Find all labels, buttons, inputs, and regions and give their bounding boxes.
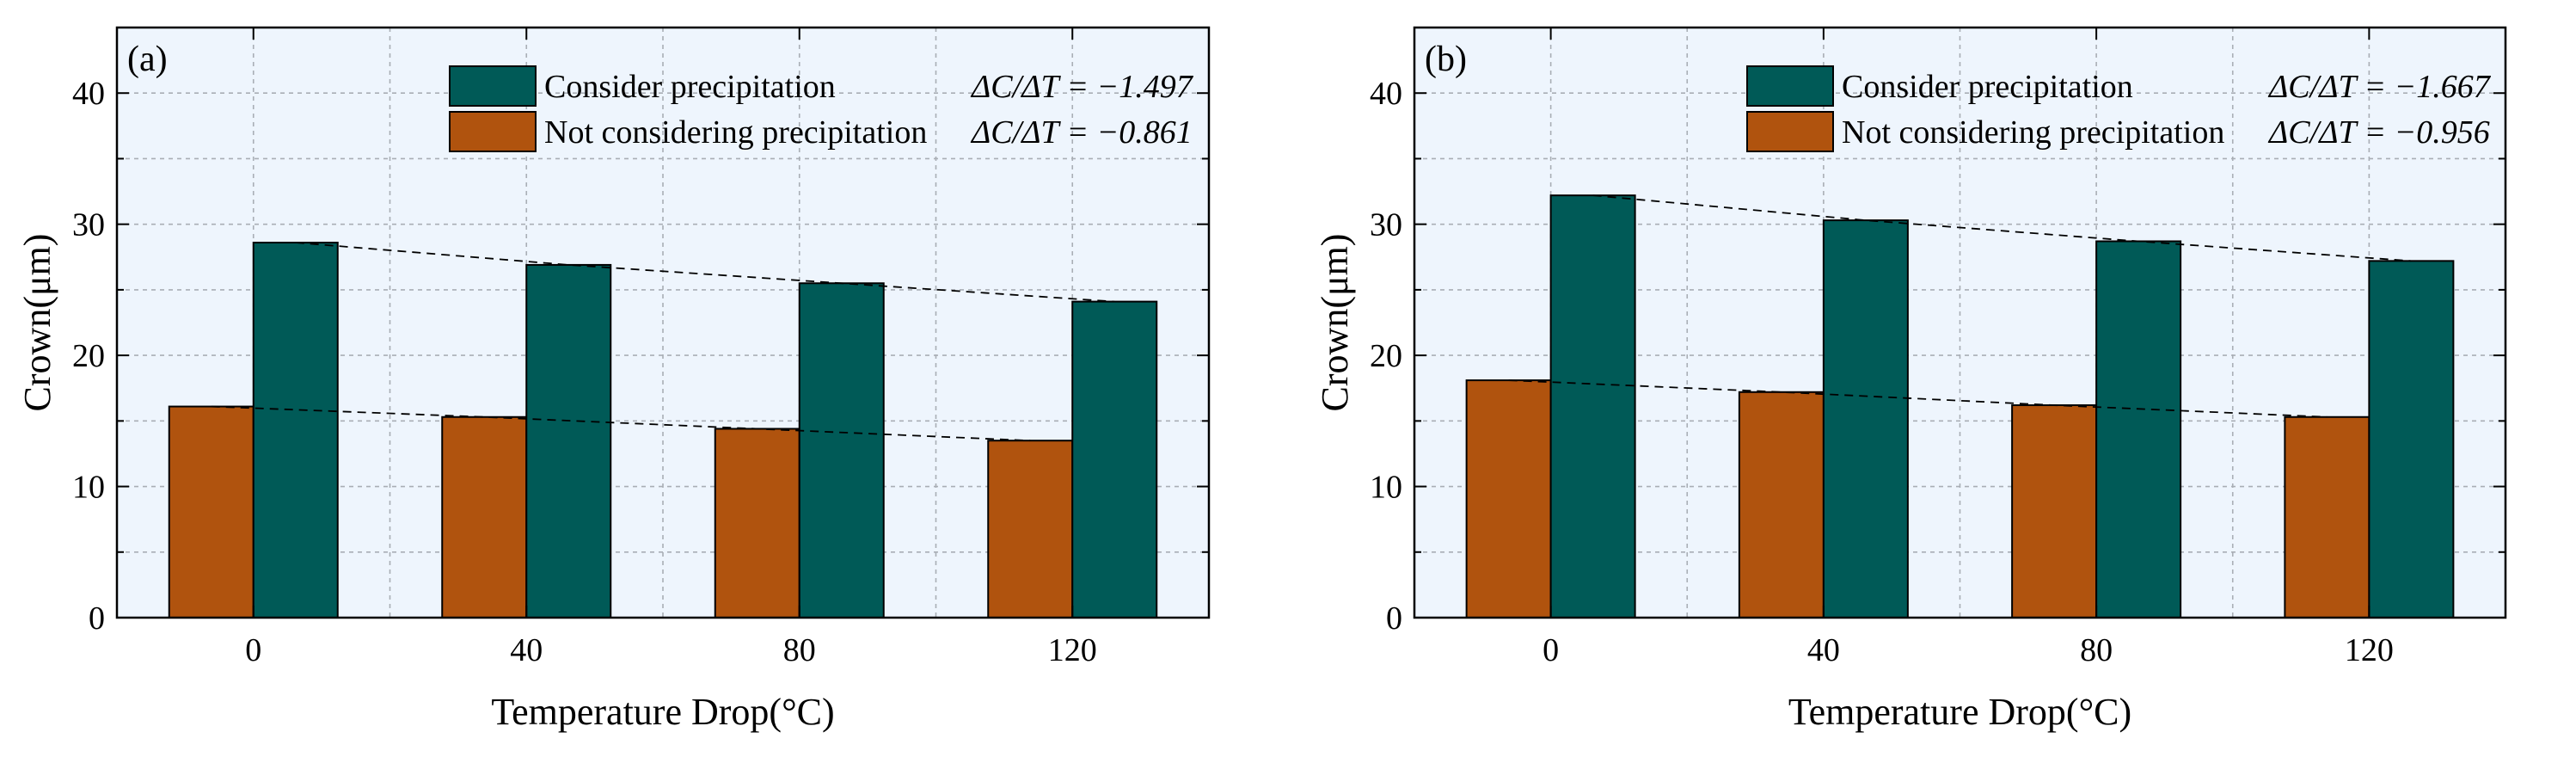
x-axis-title: Temperature Drop(°C) (1788, 691, 2131, 733)
panel-label: (a) (127, 40, 168, 79)
x-tick-label: 80 (783, 632, 816, 668)
bar-consider-precipitation (2368, 260, 2455, 619)
y-tick-label: 10 (1370, 470, 1402, 506)
trend-line-not-considering-precipitation (211, 405, 1031, 442)
bar-not-considering-precipitation (987, 440, 1074, 619)
x-tick-label: 120 (2345, 632, 2394, 668)
chart-panel-b: 0 10 20 30 40 0 40 80 120 Temperature Drop(°C) Cro… (1314, 26, 2507, 733)
panel-label: (b) (1425, 40, 1467, 79)
y-tick-label: 10 (72, 470, 105, 506)
legend-label: Not considering precipitation (1842, 114, 2224, 151)
trend-line-not-considering-precipitation (1508, 379, 2328, 418)
legend-swatch-not-considering-precipitation (449, 111, 537, 152)
bar-not-considering-precipitation (168, 405, 255, 619)
y-tick-label: 0 (89, 600, 105, 637)
x-tick-label: 120 (1048, 632, 1097, 668)
y-tick-label: 0 (1386, 600, 1402, 637)
bar-consider-precipitation (1822, 219, 1909, 619)
legend-label: Consider precipitation (544, 69, 836, 105)
x-tick-label: 0 (1543, 632, 1559, 668)
y-tick-label: 20 (72, 338, 105, 374)
bar-not-considering-precipitation (1465, 379, 1552, 619)
legend-slope-label: ΔC/ΔT = −0.861 (970, 114, 1193, 151)
bar-consider-precipitation (2095, 240, 2182, 619)
bar-not-considering-precipitation (441, 415, 528, 619)
y-tick-label: 30 (1370, 207, 1402, 243)
x-tick-label: 0 (245, 632, 261, 668)
legend-swatch-consider-precipitation (1746, 65, 1834, 107)
bar-not-considering-precipitation (714, 428, 800, 619)
bar-not-considering-precipitation (2011, 404, 2098, 619)
bar-consider-precipitation (525, 263, 612, 619)
trend-line-consider-precipitation (1592, 194, 2412, 262)
y-tick-label: 30 (72, 207, 105, 243)
bar-consider-precipitation (1071, 300, 1158, 619)
y-tick-label: 40 (1370, 76, 1402, 112)
legend-swatch-not-considering-precipitation (1746, 111, 1834, 152)
x-tick-label: 40 (1807, 632, 1840, 668)
legend-slope-label: ΔC/ΔT = −1.497 (970, 69, 1194, 105)
trend-line-consider-precipitation (295, 242, 1115, 303)
plot-frame (115, 26, 1211, 619)
bar-not-considering-precipitation (2284, 415, 2371, 619)
legend-slope-label: ΔC/ΔT = −1.667 (2267, 69, 2492, 105)
bar-consider-precipitation (1549, 194, 1636, 619)
legend-slope-label: ΔC/ΔT = −0.956 (2267, 114, 2490, 151)
bar-not-considering-precipitation (1738, 391, 1825, 619)
y-axis-title: Crown(μm) (1314, 234, 1356, 412)
y-tick-label: 40 (72, 76, 105, 112)
bar-consider-precipitation (252, 242, 339, 619)
x-axis-title: Temperature Drop(°C) (491, 691, 834, 733)
legend-label: Not considering precipitation (544, 114, 927, 151)
y-axis-title: Crown(μm) (16, 234, 58, 412)
chart-panel-a: 0 10 20 30 40 0 40 80 120 Temperature Drop(°C) Cro… (16, 26, 1211, 733)
legend-swatch-consider-precipitation (449, 65, 537, 107)
x-tick-label: 40 (510, 632, 543, 668)
y-tick-label: 20 (1370, 338, 1402, 374)
bar-consider-precipitation (798, 282, 885, 619)
legend-label: Consider precipitation (1842, 69, 2133, 105)
plot-frame (1413, 26, 2507, 619)
x-tick-label: 80 (2080, 632, 2113, 668)
